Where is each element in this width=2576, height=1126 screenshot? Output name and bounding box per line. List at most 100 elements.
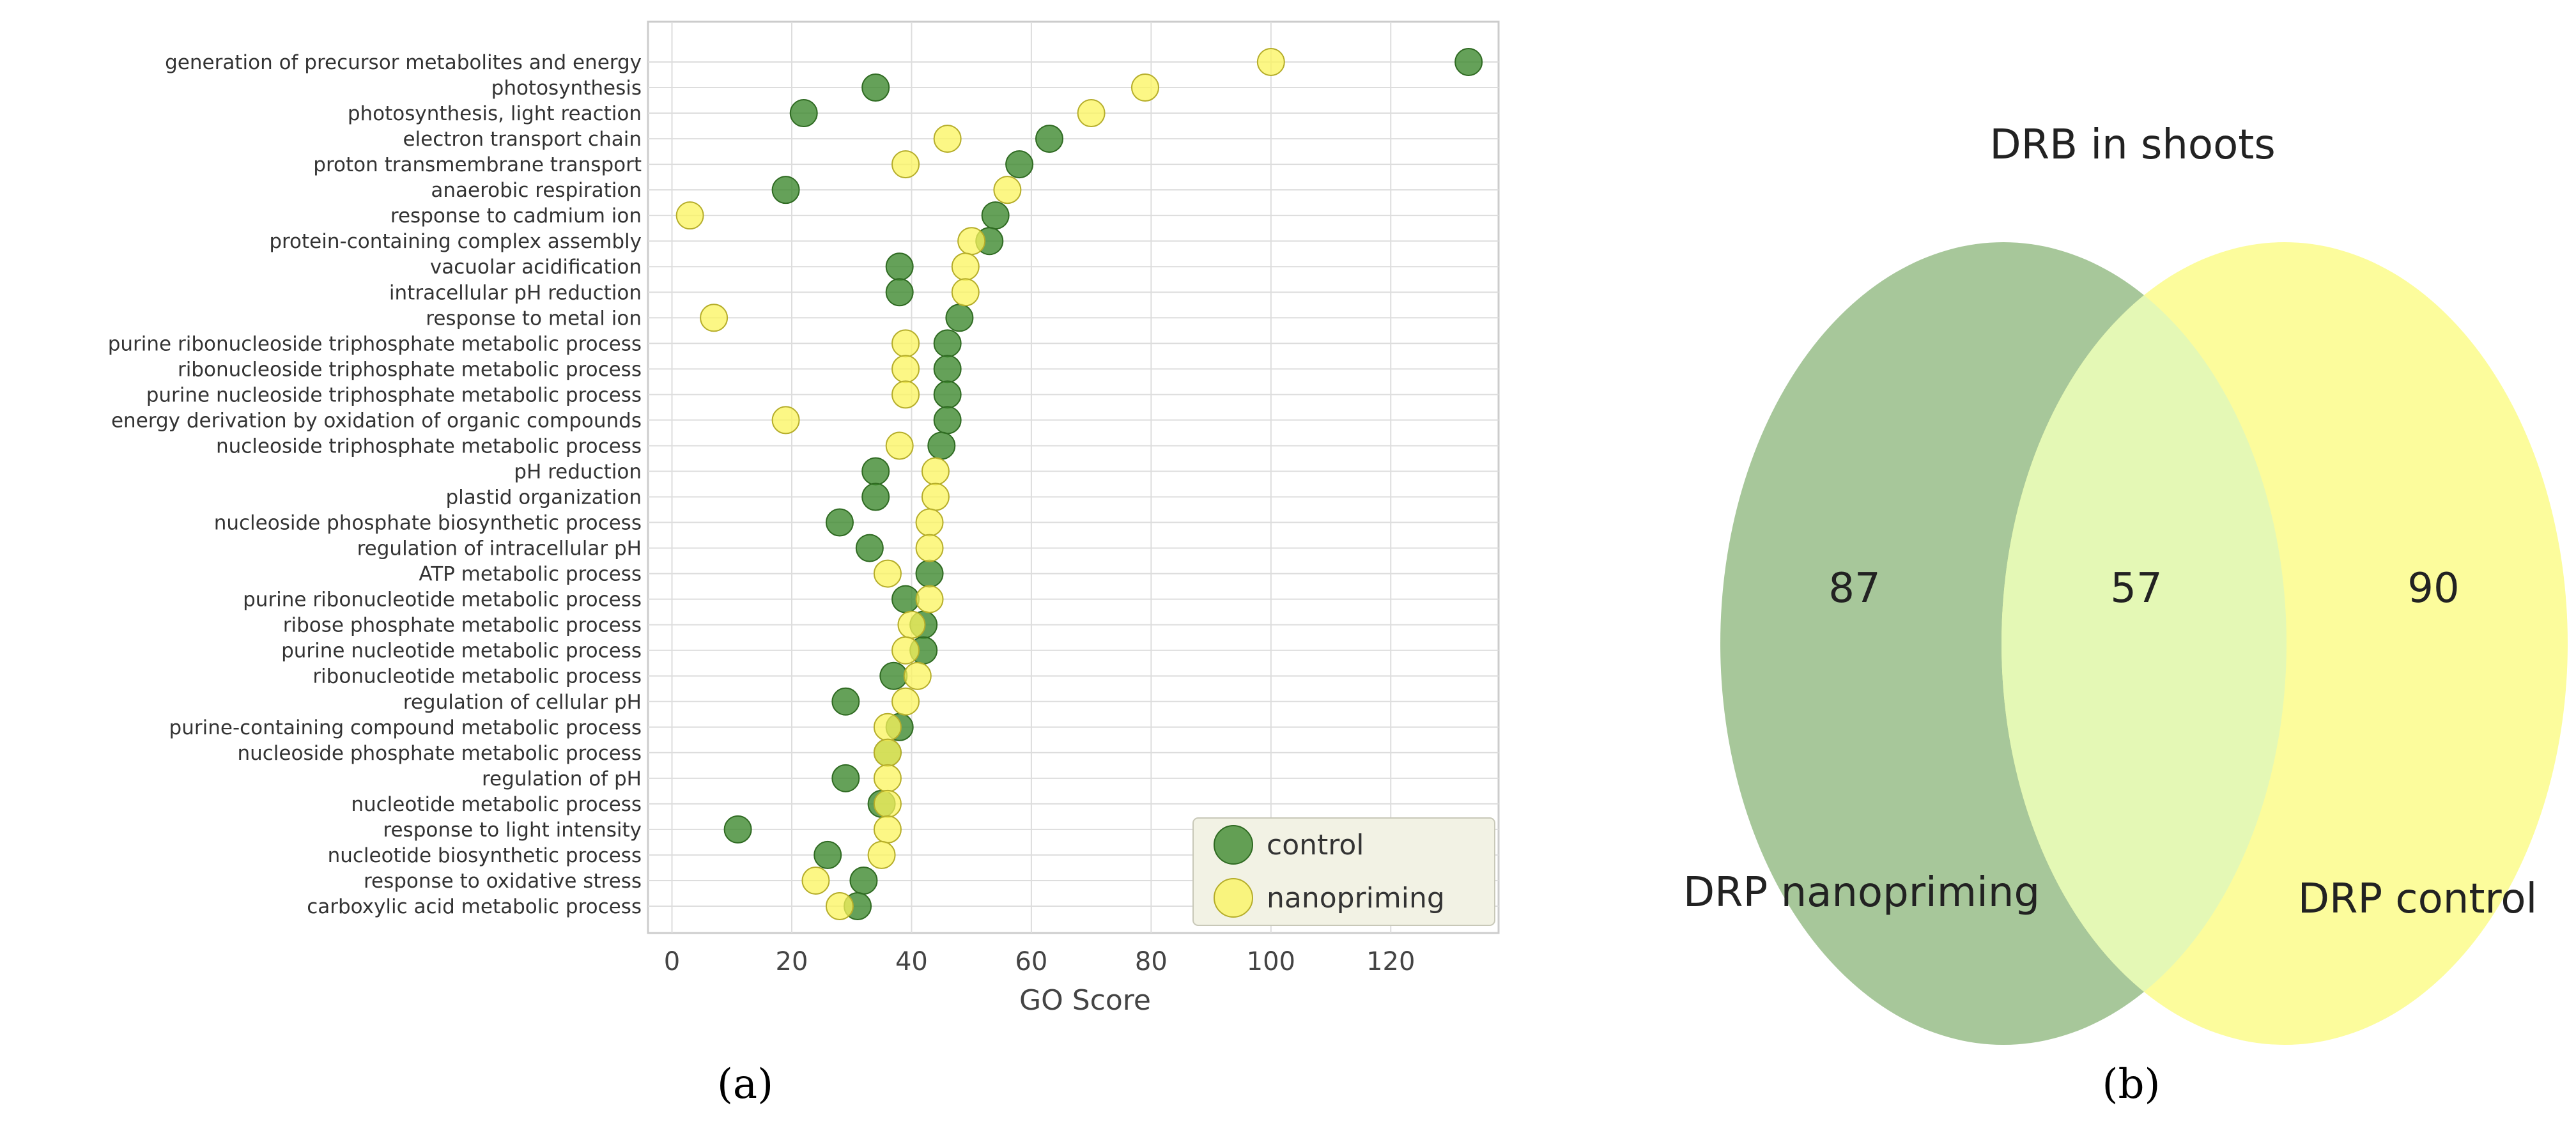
- category-label-2: photosynthesis, light reaction: [348, 102, 642, 125]
- point-nanopriming-26: [873, 713, 902, 741]
- category-label-28: regulation of pH: [482, 767, 642, 791]
- point-nanopriming-18: [915, 508, 944, 537]
- category-label-29: nucleotide metabolic process: [351, 793, 642, 816]
- point-control-4: [1005, 150, 1034, 179]
- point-control-12: [933, 355, 962, 383]
- x-tick-label-3: 60: [1015, 947, 1047, 976]
- x-axis-title: GO Score: [1019, 984, 1151, 1017]
- point-control-3: [1035, 125, 1064, 153]
- category-label-25: regulation of cellular pH: [403, 691, 642, 714]
- point-control-32: [849, 866, 878, 895]
- category-label-6: response to cadmium ion: [390, 204, 642, 228]
- point-nanopriming-17: [921, 482, 950, 511]
- category-label-18: nucleoside phosphate biosynthetic proces…: [214, 512, 642, 535]
- category-label-32: response to oxidative stress: [364, 870, 642, 893]
- point-nanopriming-22: [897, 610, 926, 639]
- point-nanopriming-33: [825, 891, 854, 920]
- x-tick-label-5: 100: [1247, 947, 1295, 976]
- point-nanopriming-8: [951, 252, 980, 281]
- point-nanopriming-29: [873, 789, 902, 818]
- venn-label-control: DRP control: [2298, 875, 2538, 923]
- series-nanopriming: [675, 48, 1285, 920]
- point-control-21: [891, 585, 920, 613]
- point-control-24: [879, 661, 908, 690]
- point-control-20: [915, 559, 944, 588]
- category-label-24: ribonucleotide metabolic process: [312, 665, 642, 688]
- venn-label-nanopriming: DRP nanopriming: [1683, 869, 2040, 916]
- point-nanopriming-10: [700, 304, 729, 332]
- point-nanopriming-31: [867, 840, 896, 869]
- point-control-31: [814, 840, 842, 869]
- category-label-8: vacuolar acidification: [430, 256, 642, 279]
- point-control-0: [1454, 48, 1483, 76]
- point-nanopriming-27: [873, 738, 902, 767]
- point-control-14: [933, 406, 962, 435]
- category-label-3: electron transport chain: [403, 128, 642, 151]
- x-tick-label-0: 0: [664, 947, 680, 976]
- category-label-13: purine nucleoside triphosphate metabolic…: [146, 383, 642, 406]
- venn-diagram: DRB in shoots 87 57 90 DRP nanopriming D…: [1683, 121, 2568, 1108]
- point-control-25: [831, 687, 860, 716]
- x-tick-label-1: 20: [776, 947, 808, 976]
- point-control-18: [825, 508, 854, 537]
- point-nanopriming-3: [933, 125, 962, 153]
- point-control-16: [861, 457, 890, 486]
- category-label-33: carboxylic acid metabolic process: [307, 895, 642, 918]
- venn-intersection: [2001, 242, 2287, 1045]
- point-control-11: [933, 329, 962, 358]
- point-nanopriming-15: [885, 431, 914, 460]
- category-label-4: proton transmembrane transport: [313, 153, 642, 176]
- category-label-7: protein-containing complex assembly: [269, 230, 642, 253]
- x-tick-label-4: 80: [1135, 947, 1168, 976]
- category-label-19: regulation of intracellular pH: [357, 537, 642, 560]
- category-label-31: nucleotide biosynthetic process: [328, 844, 642, 867]
- legend-label-control: control: [1267, 829, 1364, 861]
- point-control-2: [789, 99, 818, 128]
- point-control-30: [723, 815, 752, 844]
- point-control-17: [861, 482, 890, 511]
- category-label-23: purine nucleotide metabolic process: [281, 640, 642, 663]
- panel-label-a: (a): [717, 1061, 773, 1108]
- point-nanopriming-20: [873, 559, 902, 588]
- point-nanopriming-24: [903, 661, 932, 690]
- x-tick-label-6: 120: [1366, 947, 1415, 976]
- category-label-16: pH reduction: [514, 460, 642, 483]
- point-control-28: [831, 764, 860, 792]
- point-nanopriming-6: [675, 201, 704, 230]
- category-label-10: response to metal ion: [426, 307, 642, 330]
- point-nanopriming-13: [891, 380, 920, 409]
- point-control-15: [927, 431, 956, 460]
- point-control-8: [885, 252, 914, 281]
- point-nanopriming-2: [1077, 99, 1106, 128]
- category-label-26: purine-containing compound metabolic pro…: [169, 716, 642, 739]
- venn-count-control-only: 90: [2407, 565, 2459, 612]
- category-label-12: ribonucleoside triphosphate metabolic pr…: [178, 358, 642, 381]
- category-label-15: nucleoside triphosphate metabolic proces…: [216, 435, 642, 458]
- venn-title: DRB in shoots: [1989, 121, 2275, 169]
- point-nanopriming-16: [921, 457, 950, 486]
- plot-frame: [647, 20, 1500, 934]
- category-label-1: photosynthesis: [491, 77, 642, 100]
- category-label-30: response to light intensity: [383, 819, 642, 842]
- legend: control nanopriming: [1192, 817, 1495, 926]
- point-nanopriming-28: [873, 764, 902, 792]
- legend-marker-control: [1214, 825, 1253, 865]
- legend-marker-nanopriming: [1214, 878, 1253, 918]
- category-label-21: purine ribonucleotide metabolic process: [243, 589, 642, 612]
- category-labels: generation of precursor metabolites and …: [108, 51, 642, 918]
- point-nanopriming-7: [957, 227, 986, 256]
- category-label-22: ribose phosphate metabolic process: [283, 614, 642, 637]
- point-nanopriming-32: [801, 866, 830, 895]
- panel-label-b: (b): [2102, 1061, 2161, 1108]
- point-control-5: [771, 176, 800, 204]
- point-nanopriming-23: [891, 636, 920, 665]
- category-label-0: generation of precursor metabolites and …: [165, 51, 642, 74]
- x-tick-label-2: 40: [895, 947, 928, 976]
- point-nanopriming-11: [891, 329, 920, 358]
- point-nanopriming-14: [771, 406, 800, 435]
- category-label-11: purine ribonucleoside triphosphate metab…: [108, 332, 642, 355]
- point-nanopriming-4: [891, 150, 920, 179]
- point-control-9: [885, 278, 914, 307]
- legend-label-nanopriming: nanopriming: [1267, 882, 1445, 914]
